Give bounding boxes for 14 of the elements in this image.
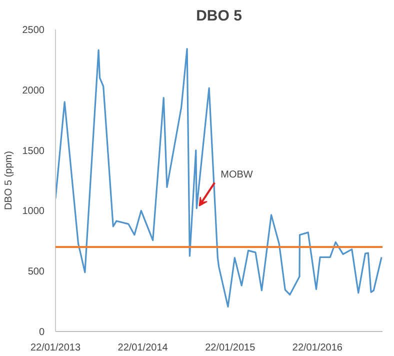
x-tick-label: 22/01/2013 [30,342,81,354]
x-tick-label: 22/01/2016 [292,342,343,354]
chart-title: DBO 5 [196,8,242,24]
line-series [56,48,382,308]
annotation: MOBW [220,170,254,181]
x-tick-label: 22/01/2014 [118,342,168,354]
y-tick-label: 500 [28,266,45,278]
y-tick-label: 0 [38,327,45,338]
y-tick-label: 2000 [22,85,45,96]
y-tick-label: 1500 [22,146,45,157]
y-tick-label: 2500 [22,25,45,36]
x-tick-label: 22/01/2015 [205,342,256,354]
y-tick-label: 1000 [22,206,45,218]
y-axis-title: DBO 5 (ppm) [3,151,14,210]
